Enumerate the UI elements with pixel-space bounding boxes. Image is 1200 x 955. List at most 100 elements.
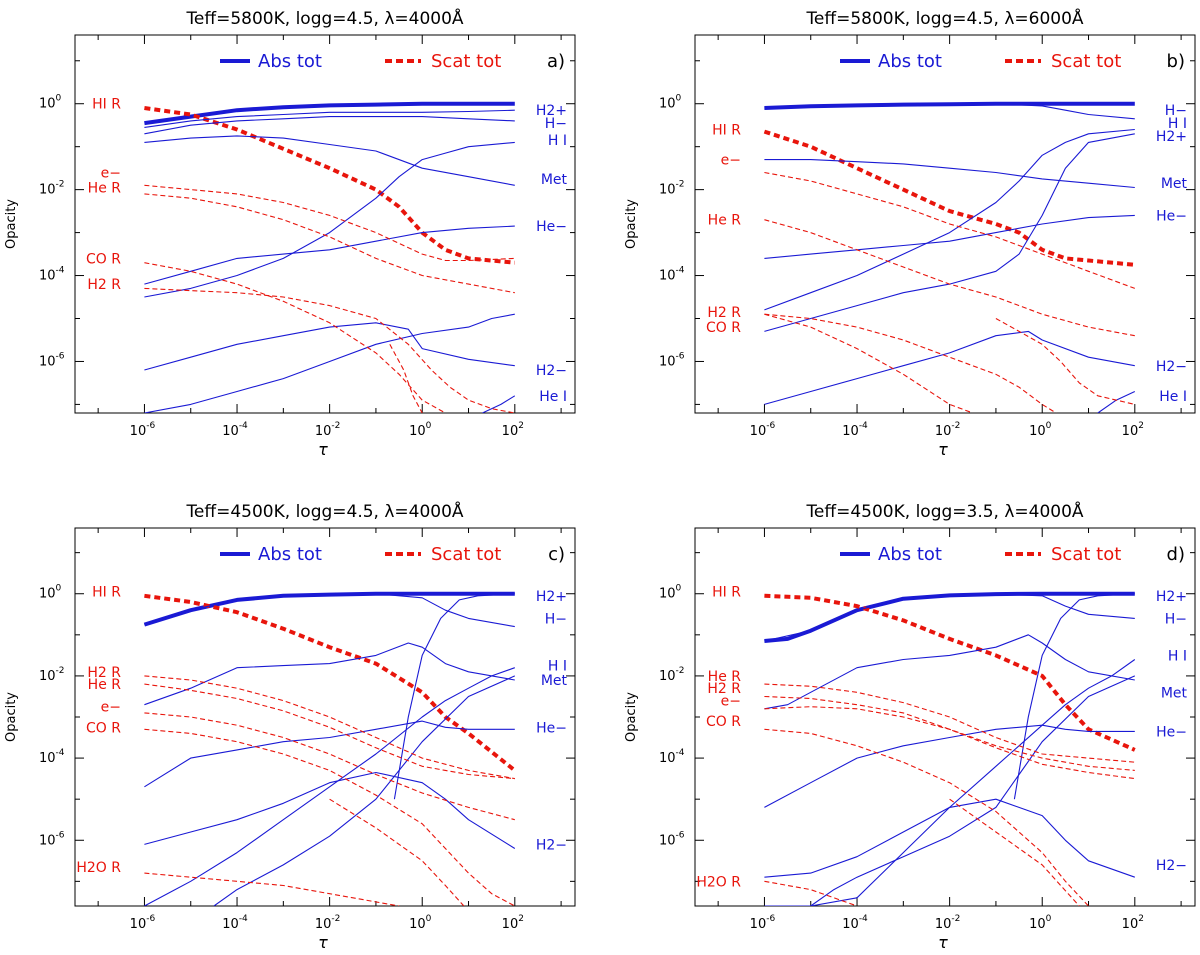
series-line-h2- <box>1013 593 1135 800</box>
series-line-met <box>764 634 1135 710</box>
y-tick-label: 10-2 <box>39 666 65 684</box>
y-axis-label: Opacity <box>4 692 19 742</box>
series-line-h-i <box>764 659 1136 906</box>
series-label-left: HI R <box>712 123 741 139</box>
x-tick-label: 102 <box>1122 421 1144 439</box>
series-label-left: He R <box>88 180 122 196</box>
y-tick-label: 100 <box>659 584 682 602</box>
chart-title: Teff=5800K, logg=4.5, λ=4000Å <box>185 7 463 29</box>
series-line-co-r <box>144 262 446 413</box>
series-line-he-r <box>764 219 1135 337</box>
x-axis-label: τ <box>318 440 328 459</box>
series-line-he- <box>764 214 1135 259</box>
series-label-right: H2− <box>536 837 567 853</box>
chart-title: Teff=5800K, logg=4.5, λ=6000Å <box>805 7 1083 29</box>
series-line-co-r-tail <box>329 798 465 906</box>
x-tick-label: 100 <box>1029 914 1052 932</box>
x-tick-label: 10-2 <box>315 914 341 932</box>
series-label-left: CO R <box>706 320 741 336</box>
series-label-left: HI R <box>92 585 121 601</box>
series-label-right: H I <box>548 659 567 675</box>
series-label-right: He I <box>539 389 567 405</box>
x-tick-label: 102 <box>1122 914 1144 932</box>
series-label-right: He− <box>536 720 567 736</box>
series-line-scat-tot <box>144 106 515 265</box>
series-line-h2-r <box>144 287 515 413</box>
series-line-he- <box>144 720 515 788</box>
legend-label-scat: Scat tot <box>431 544 501 565</box>
series-label-right: He− <box>1156 208 1187 224</box>
series-label-right: H2+ <box>536 103 567 119</box>
series-label-left: HI R <box>712 585 741 601</box>
x-tick-label: 102 <box>502 421 524 439</box>
series-label-right: H I <box>1168 116 1187 132</box>
y-tick-label: 100 <box>659 94 682 112</box>
y-tick-label: 10-6 <box>659 351 685 369</box>
series-line-h-i <box>764 128 1135 311</box>
panel-label: b) <box>1167 51 1185 72</box>
series-label-left: He R <box>88 677 122 693</box>
y-axis-label: Opacity <box>624 199 639 249</box>
series-line-he- <box>144 225 515 285</box>
series-line-h2o-r <box>764 880 858 906</box>
x-tick-label: 10-6 <box>750 421 776 439</box>
series-label-right: H2− <box>1156 359 1187 375</box>
legend-label-scat: Scat tot <box>431 51 501 72</box>
x-tick-label: 10-4 <box>222 914 248 932</box>
series-label-right: H− <box>1165 611 1187 627</box>
x-axis-label: τ <box>938 933 948 952</box>
series-line-co-r <box>144 728 516 906</box>
series-line-e- <box>144 184 515 262</box>
series-line-he- <box>764 724 1135 808</box>
series-label-right: H2+ <box>536 589 567 605</box>
legend-label-scat: Scat tot <box>1051 544 1121 565</box>
series-label-left: CO R <box>86 720 121 736</box>
series-line-h2-upper <box>213 675 516 906</box>
series-line-met <box>144 642 515 706</box>
series-label-right: H I <box>1168 648 1187 664</box>
series-line-h2- <box>764 133 1135 332</box>
series-line-h2- <box>144 322 515 371</box>
series-line-he-r <box>144 193 515 294</box>
series-label-left: CO R <box>86 251 121 267</box>
plot-frame <box>694 527 1196 907</box>
series-line-h- <box>764 103 1135 120</box>
chart-panel-d: Teff=4500K, logg=3.5, λ=4000Å 10-6 10-4 10-… <box>624 500 1196 952</box>
series-label-right: H2+ <box>1156 589 1187 605</box>
series-label-right: Met <box>541 673 568 689</box>
series-line-h2-r-tail <box>389 344 423 413</box>
y-tick-label: 10-6 <box>39 351 65 369</box>
plot-frame <box>74 34 576 414</box>
y-tick-label: 10-4 <box>39 748 65 766</box>
x-tick-label: 10-4 <box>842 421 868 439</box>
series-line-h- <box>144 593 515 628</box>
panel-label: a) <box>547 51 565 72</box>
series-label-right: Met <box>541 172 568 188</box>
series-label-left: e− <box>721 153 741 169</box>
legend-label-abs: Abs tot <box>878 51 942 72</box>
series-line-he-i <box>1097 391 1136 413</box>
series-line-h2- <box>764 330 1135 405</box>
series-line-h2- <box>764 798 1135 878</box>
x-tick-label: 10-6 <box>130 421 156 439</box>
series-label-left: e− <box>721 694 741 710</box>
series-line-co-r <box>764 728 1089 906</box>
x-tick-label: 100 <box>409 914 432 932</box>
chart-panel-c: Teff=4500K, logg=4.5, λ=4000Å 10-6 10-4 10-… <box>4 500 576 952</box>
x-tick-label: 10-4 <box>842 914 868 932</box>
x-tick-label: 10-2 <box>315 421 341 439</box>
chart-panel-a: Teff=5800K, logg=4.5, λ=4000Å 10-6 10-4 10-… <box>4 7 576 459</box>
series-line-h- <box>144 116 515 135</box>
series-label-right: Met <box>1161 176 1188 192</box>
y-tick-label: 10-6 <box>659 830 685 848</box>
plot-frame <box>74 527 576 907</box>
series-label-right: He I <box>1159 389 1187 405</box>
series-line-e-tail <box>995 318 1135 405</box>
series-label-left: e− <box>101 165 121 181</box>
series-line-met <box>144 135 515 186</box>
panel-label: c) <box>548 544 565 565</box>
x-axis-label: τ <box>318 933 328 952</box>
x-axis-label: τ <box>938 440 948 459</box>
series-line-h-i <box>144 141 515 298</box>
